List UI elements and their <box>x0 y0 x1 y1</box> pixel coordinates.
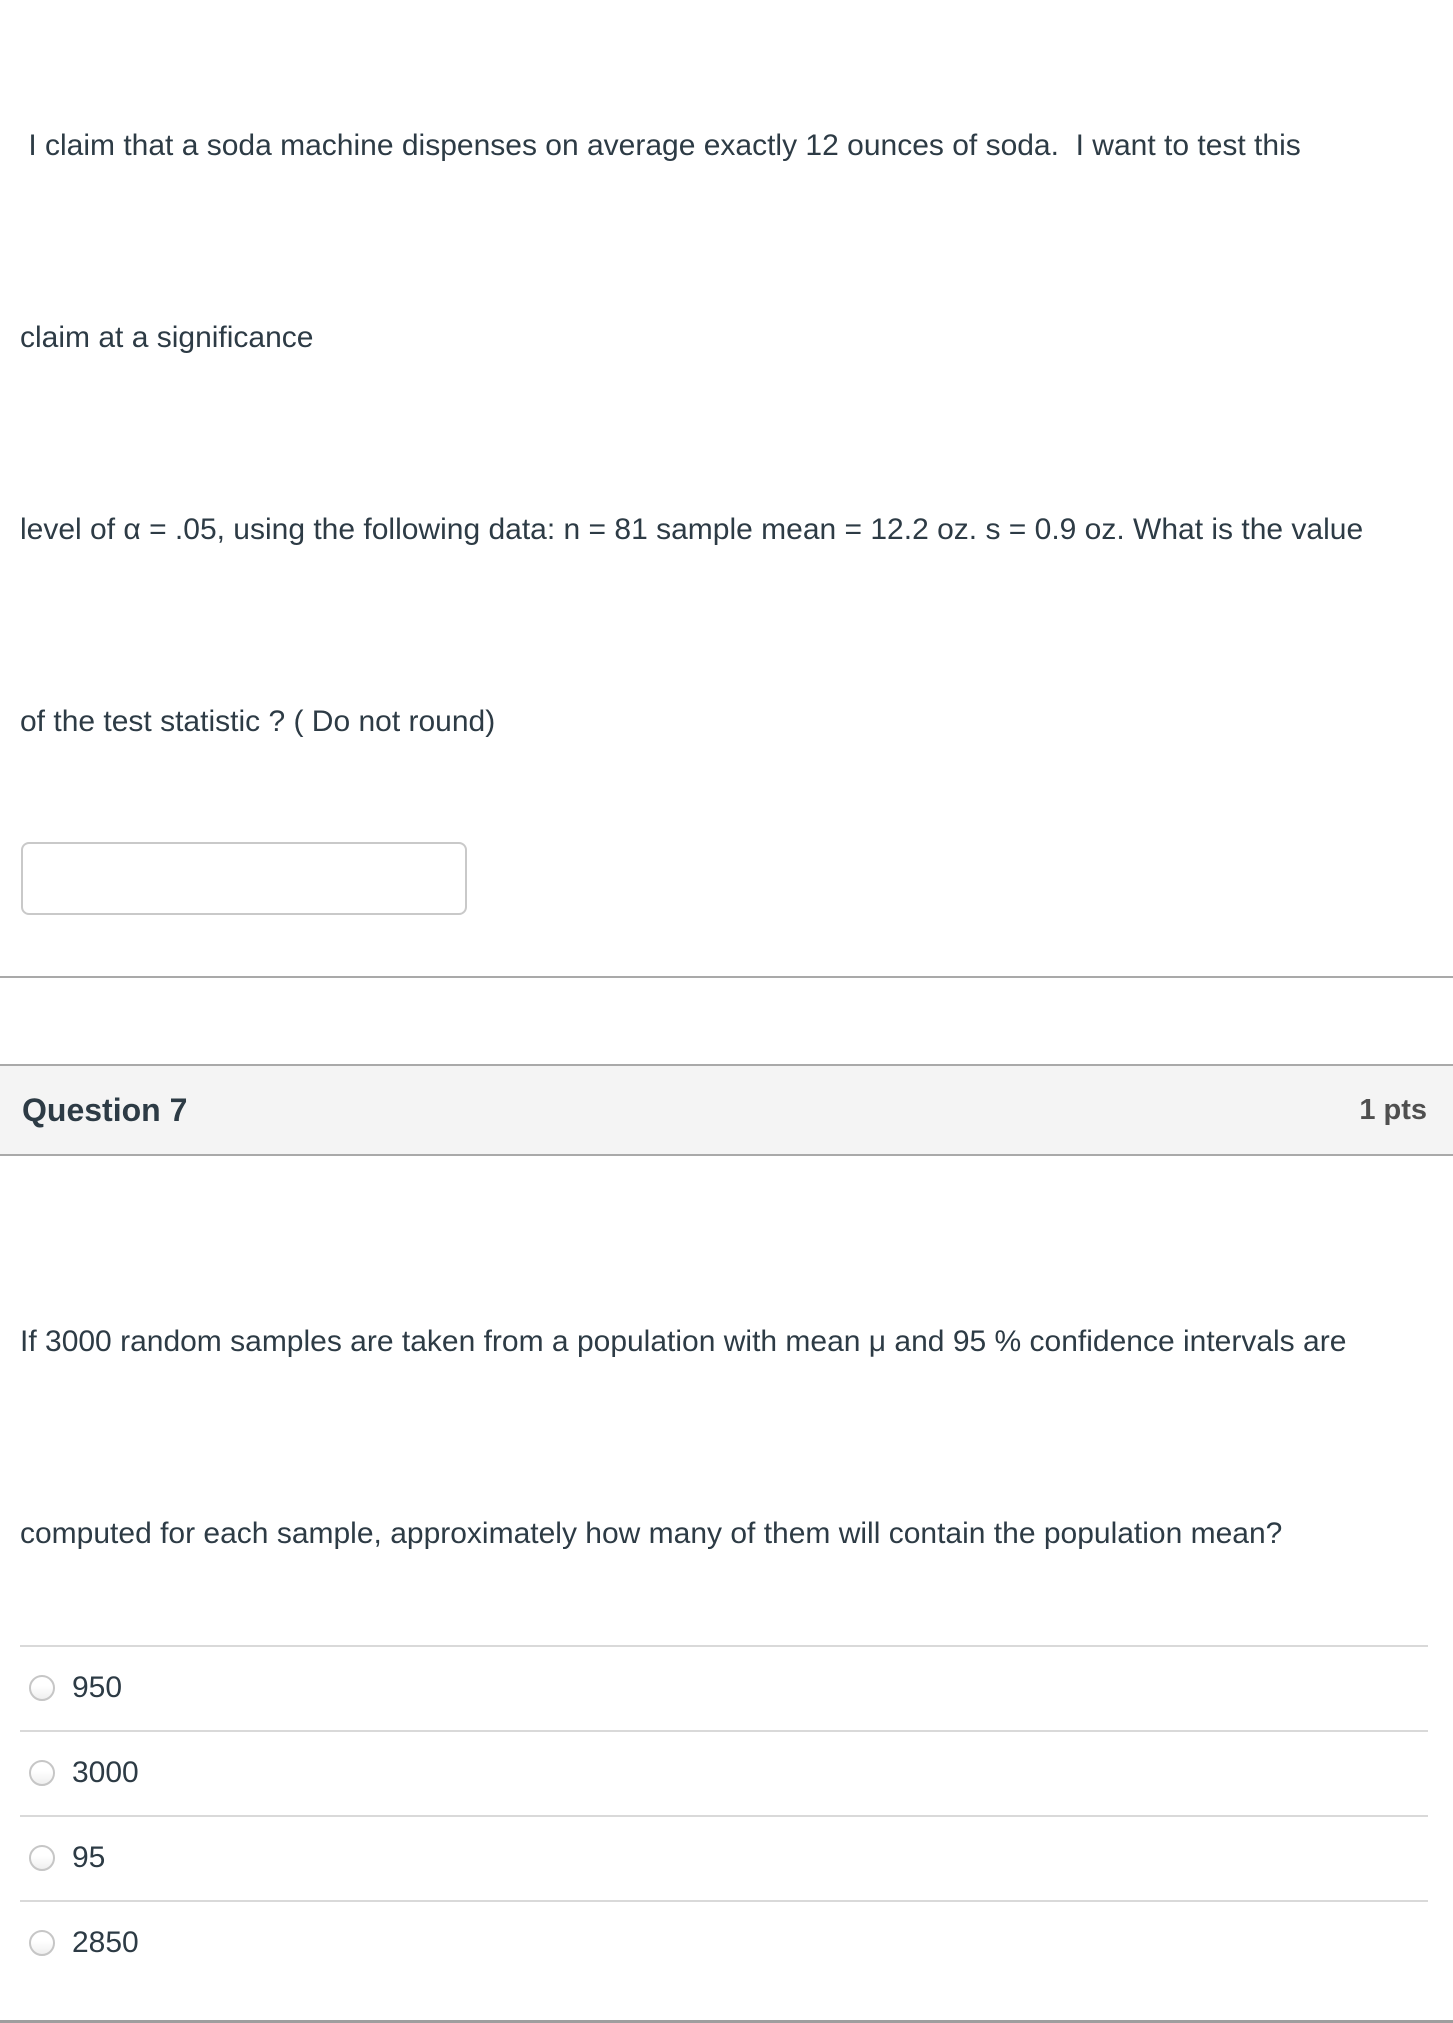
answer-option-label: 95 <box>72 1841 106 1874</box>
prompt-text-line: If 3000 random samples are taken from a … <box>20 1325 1347 1358</box>
answer-option-label: 2850 <box>72 1926 139 1959</box>
radio-button-icon[interactable] <box>29 1845 55 1871</box>
radio-button-icon[interactable] <box>29 1930 55 1956</box>
prompt-text-line: level of α = .05, using the following da… <box>20 513 1364 546</box>
question-box-bottom-border <box>0 976 1453 978</box>
question-title: Question 7 <box>22 1091 188 1128</box>
numeric-answer-input[interactable] <box>21 842 467 915</box>
answer-option-row[interactable]: 950 <box>20 1645 1428 1730</box>
question-points-badge: 1 pts <box>1359 1093 1427 1126</box>
answer-option-row[interactable]: 2850 <box>20 1900 1428 1985</box>
answer-options-list: 950 3000 95 2850 <box>0 1645 1453 1985</box>
answer-option-label: 3000 <box>72 1756 139 1789</box>
radio-button-icon[interactable] <box>29 1675 55 1701</box>
prompt-text-line: of the test statistic ? ( Do not round) <box>20 705 496 738</box>
prompt-text-line: I claim that a soda machine dispenses on… <box>20 129 1301 162</box>
radio-button-icon[interactable] <box>29 1760 55 1786</box>
prompt-text-line: claim at a significance <box>20 321 314 354</box>
question-7-prompt: If 3000 random samples are taken from a … <box>20 1222 1433 1606</box>
answer-option-row[interactable]: 95 <box>20 1815 1428 1900</box>
question-7-header: Question 7 1 pts <box>0 1064 1453 1156</box>
prompt-text-line: computed for each sample, approximately … <box>20 1517 1283 1550</box>
answer-option-label: 950 <box>72 1671 123 1704</box>
answer-option-row[interactable]: 3000 <box>20 1730 1428 1815</box>
question-6-prompt: I claim that a soda machine dispenses on… <box>20 26 1433 794</box>
